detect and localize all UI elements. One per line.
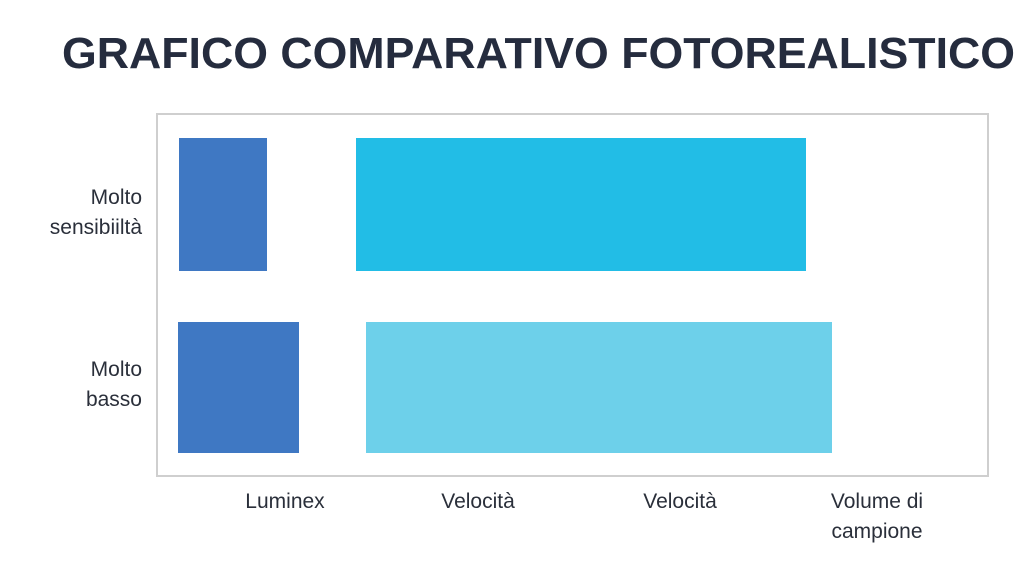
row-label: Molto — [91, 358, 142, 381]
block — [356, 138, 806, 271]
row-label: Molto — [91, 186, 142, 209]
row-label: basso — [86, 388, 142, 411]
column-label: Velocità — [643, 490, 717, 513]
block — [366, 322, 832, 453]
column-label: Volume di — [831, 490, 923, 513]
plot-frame — [156, 113, 989, 477]
column-label: campione — [831, 520, 922, 543]
column-label: Luminex — [245, 490, 325, 513]
column-label: Velocità — [441, 490, 515, 513]
block — [178, 322, 299, 453]
block — [179, 138, 267, 271]
labels: Molto sensibiiltà Molto basso Luminex Velocit… — [50, 186, 923, 543]
row-label: sensibiiltà — [50, 216, 143, 239]
chart-title: GRAFICO COMPARATIVO FOTOREALISTICO — [62, 29, 1015, 78]
